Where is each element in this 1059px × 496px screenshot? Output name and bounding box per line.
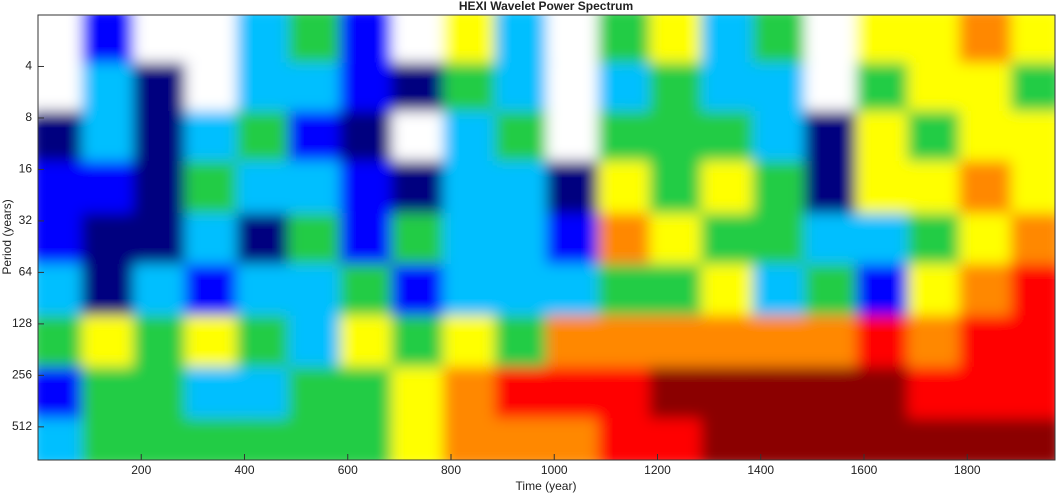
y-tick-label: 4 xyxy=(25,59,32,73)
x-tick-label: 1200 xyxy=(644,463,671,477)
x-tick-label: 200 xyxy=(131,463,151,477)
x-tick-label: 1600 xyxy=(851,463,878,477)
y-tick-label: 64 xyxy=(19,265,33,279)
y-tick-label: 16 xyxy=(19,162,33,176)
x-tick-label: 800 xyxy=(441,463,461,477)
chart-title: HEXI Wavelet Power Spectrum xyxy=(459,0,633,13)
y-tick-label: 128 xyxy=(12,316,32,330)
x-tick-label: 1000 xyxy=(541,463,568,477)
y-tick-label: 512 xyxy=(12,419,32,433)
power-cells xyxy=(38,15,1055,460)
x-tick-label: 400 xyxy=(234,463,254,477)
x-tick-label: 1400 xyxy=(747,463,774,477)
y-axis-label: Period (years) xyxy=(0,199,14,274)
plot-frame xyxy=(37,14,1056,461)
power-field xyxy=(38,15,1055,460)
x-axis-label: Time (year) xyxy=(516,479,577,493)
y-tick-label: 256 xyxy=(12,368,32,382)
y-tick-label: 8 xyxy=(25,110,32,124)
x-tick-label: 600 xyxy=(338,463,358,477)
x-tick-label: 1800 xyxy=(954,463,981,477)
power-cell xyxy=(1010,418,1055,460)
y-tick-label: 32 xyxy=(19,213,33,227)
